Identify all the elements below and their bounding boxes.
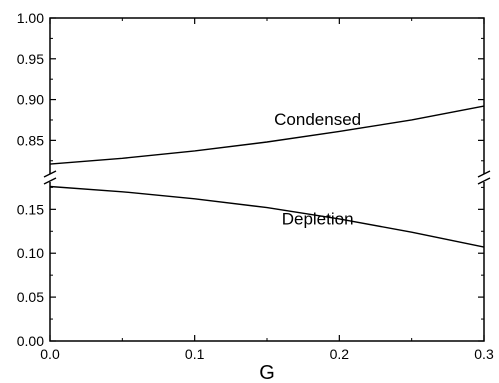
y-tick-label: 1.00 <box>17 10 44 26</box>
axis-break-marks <box>43 170 491 185</box>
series-lines <box>49 105 485 248</box>
axis-break-gap <box>481 174 487 182</box>
annotations: Condensed Depletion <box>274 110 361 228</box>
y-tick-label: 0.05 <box>17 289 44 305</box>
condensed-label: Condensed <box>274 110 361 129</box>
y-tick-label: 0.10 <box>17 245 44 261</box>
x-axis-title: G <box>259 362 275 383</box>
tick-marks <box>49 17 485 342</box>
x-tick-label: 0.0 <box>40 346 60 362</box>
x-tick-label: 0.1 <box>185 346 205 362</box>
y-tick-label: 0.95 <box>17 51 44 67</box>
tick-labels: 0.00 0.05 0.10 0.15 0.85 0.90 0.95 1.00 0.0 0.1 0.… <box>17 10 494 362</box>
axis-break-gap <box>47 174 53 182</box>
y-tick-label: 0.90 <box>17 92 44 108</box>
axis-break-slash <box>43 170 57 178</box>
depletion-curve <box>49 185 485 248</box>
plot-frame <box>49 17 485 342</box>
axis-break-slash <box>477 170 491 178</box>
y-tick-label: 0.85 <box>17 132 44 148</box>
condensed-curve <box>49 105 485 165</box>
depletion-label: Depletion <box>282 209 354 228</box>
y-tick-label: 0.15 <box>17 201 44 217</box>
axis-break-slash <box>43 177 57 185</box>
y-tick-label: 0.00 <box>17 333 44 349</box>
x-tick-label: 0.2 <box>330 346 350 362</box>
axis-break-slash <box>477 177 491 185</box>
x-tick-label: 0.3 <box>474 346 494 362</box>
